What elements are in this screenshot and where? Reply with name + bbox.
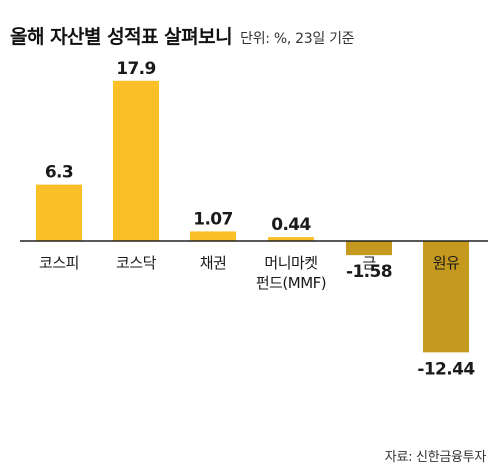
- category-label-4-line-2: 펀드(MMF): [256, 274, 326, 292]
- category-label-2: 코스닥: [116, 254, 157, 272]
- bar-3: [190, 231, 236, 241]
- bar-1: [36, 184, 82, 241]
- value-label-4: 0.44: [271, 215, 311, 235]
- chart-title: 올해 자산별 성적표 살펴보니: [10, 26, 233, 48]
- unit-note: 단위: %, 23일 기준: [240, 31, 355, 47]
- source-note: 자료: 신한금융투자: [384, 450, 487, 465]
- bar-2: [113, 80, 159, 241]
- bar-6: [423, 241, 469, 353]
- category-label-6: 원유: [433, 254, 460, 272]
- value-label-6: -12.44: [417, 359, 475, 379]
- chart-header: 올해 자산별 성적표 살펴보니 단위: %, 23일 기준: [10, 22, 355, 49]
- value-label-1: 6.3: [45, 163, 73, 183]
- category-label-1: 코스피: [39, 254, 79, 272]
- value-label-5: -1.58: [346, 262, 392, 282]
- category-label-4-line-1: 머니마켓: [264, 254, 317, 272]
- value-label-3: 1.07: [193, 209, 233, 229]
- value-label-2: 17.9: [116, 59, 156, 79]
- category-label-5: 금: [362, 254, 376, 272]
- bar-5: [346, 241, 392, 256]
- bar-4: [268, 237, 314, 241]
- category-label-3: 채권: [200, 254, 227, 272]
